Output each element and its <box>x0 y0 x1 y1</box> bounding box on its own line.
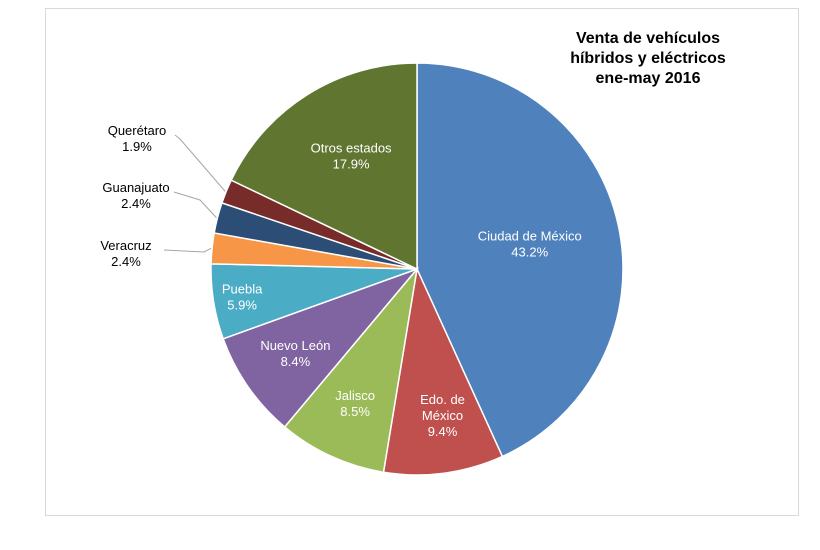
slice-label-3: Nuevo León 8.4% <box>260 338 330 369</box>
leader-line-6 <box>173 191 217 219</box>
slice-label-2: Jalisco 8.5% <box>335 388 375 419</box>
slice-value-1: 9.4% <box>428 424 458 439</box>
slice-label-6: Guanajuato 2.4% <box>102 180 169 211</box>
slice-category-1: Edo. de <box>420 392 465 407</box>
slice-label-0: Ciudad de México 43.2% <box>478 229 582 260</box>
pie-slice-2 <box>283 266 419 474</box>
slice-label-7: Querétaro 1.9% <box>108 123 167 154</box>
slice-value-2: 8.5% <box>340 404 370 419</box>
slice-category-4: Puebla <box>222 281 263 296</box>
slice-value-7: 1.9% <box>122 139 152 154</box>
slice-label-8: Otros estados 17.9% <box>311 140 392 171</box>
slice-category-1: México <box>422 408 463 423</box>
slice-label-4: Puebla 5.9% <box>222 281 263 312</box>
slice-value-4: 5.9% <box>227 297 257 312</box>
slice-label-5: Veracruz 2.4% <box>100 238 151 269</box>
slice-category-2: Jalisco <box>335 388 375 403</box>
slice-category-0: Ciudad de México <box>478 229 582 244</box>
slice-category-3: Nuevo León <box>260 338 330 353</box>
slice-category-6: Guanajuato <box>102 180 169 195</box>
leader-line-7 <box>174 134 226 192</box>
slice-category-8: Otros estados <box>311 140 392 155</box>
chart-title-line-1: Venta de vehículos <box>575 30 721 47</box>
pie-slice-1 <box>382 266 504 476</box>
chart-title-line-2: híbridos y eléctricos <box>570 50 726 67</box>
slice-value-8: 17.9% <box>333 156 370 171</box>
pie-slice-3 <box>222 267 420 428</box>
slice-category-7: Querétaro <box>108 123 167 138</box>
slice-value-6: 2.4% <box>121 196 151 211</box>
leader-line-5 <box>163 247 212 253</box>
slice-value-3: 8.4% <box>281 354 311 369</box>
slice-value-5: 2.4% <box>111 254 141 269</box>
chart-title: Venta de vehículos híbridos y eléctricos… <box>538 29 758 89</box>
pie-slice-0 <box>416 62 624 458</box>
slice-value-0: 43.2% <box>511 245 548 260</box>
slice-category-5: Veracruz <box>100 238 151 253</box>
slice-label-1: Edo. de México 9.4% <box>420 392 465 439</box>
pie-slice-8 <box>230 62 418 271</box>
chart-title-line-3: ene-may 2016 <box>595 70 701 87</box>
